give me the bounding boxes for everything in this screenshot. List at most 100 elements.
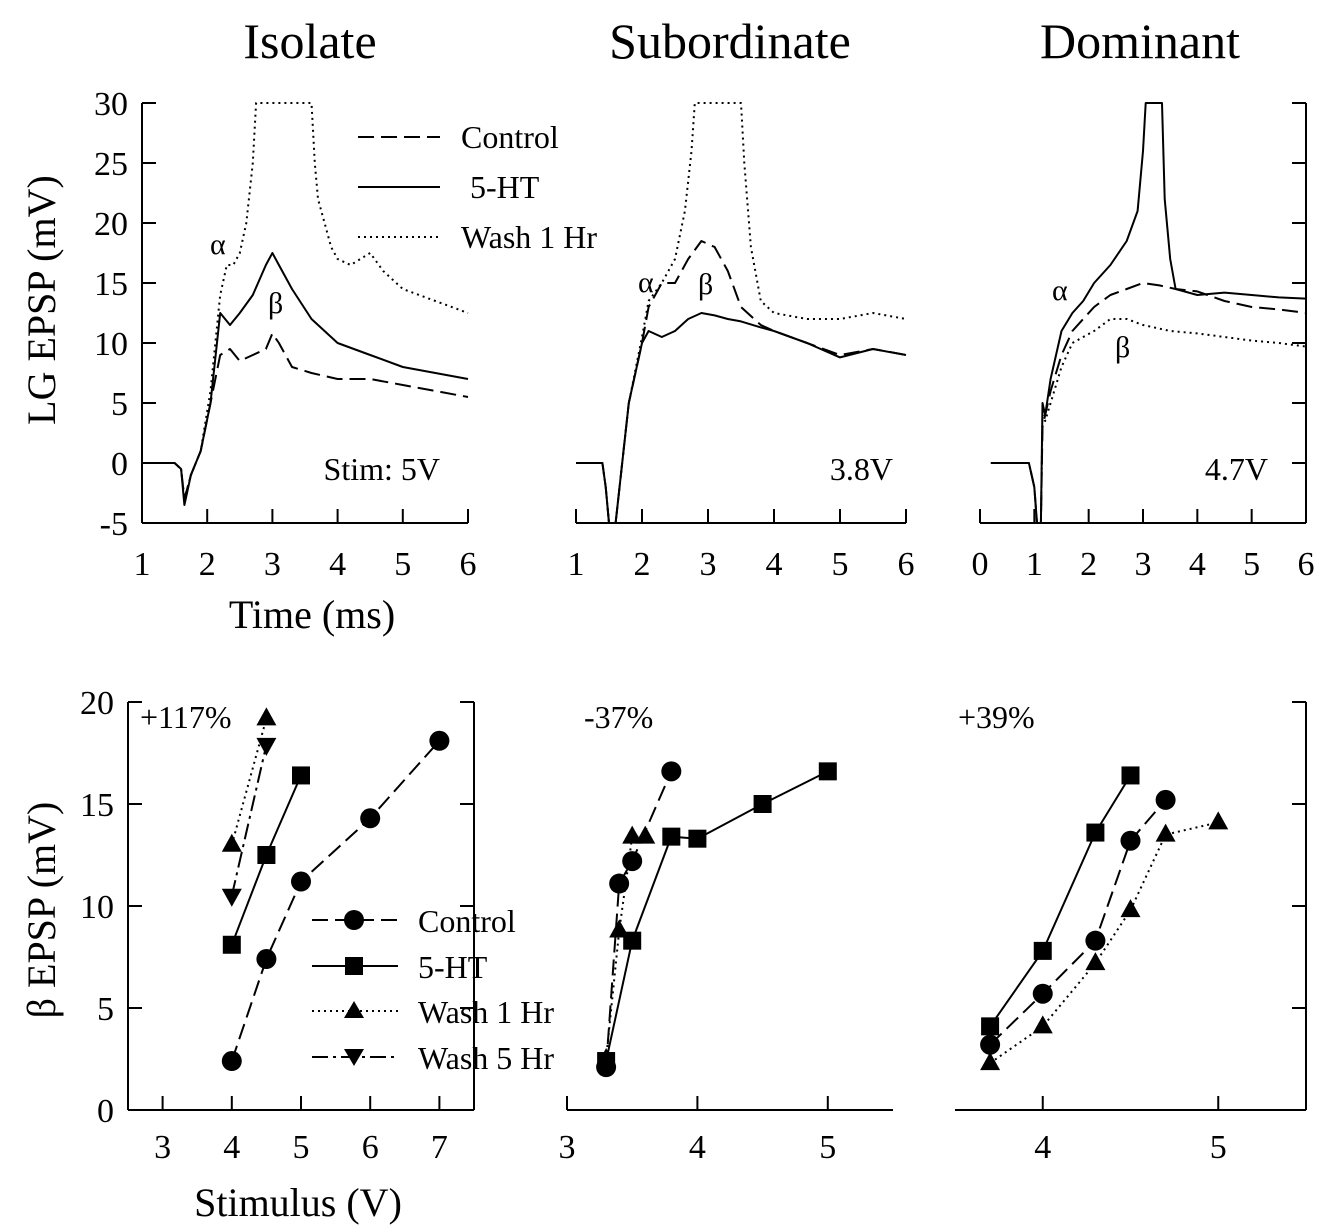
isolate-io-x-tick-label: 5 (293, 1129, 310, 1166)
isolate-trace-x-tick-label: 4 (329, 546, 346, 583)
bottom-legend: Control 5-HT Wash 1 Hr Wash 5 Hr (312, 903, 554, 1076)
subordinate-io-series-wash-1-hr-point (635, 825, 656, 844)
isolate-trace-y-tick-label: 20 (94, 206, 128, 243)
isolate-io-series-control-line (230, 740, 441, 1062)
dominant-io-series-5-ht-point (1033, 941, 1052, 960)
dominant-io-series-5-ht-point (1086, 823, 1105, 842)
dominant-io-series-5-ht-line (989, 774, 1132, 1027)
isolate-io-series-control-point (429, 730, 450, 751)
dominant-io-series-wash-1-hr-point (980, 1052, 1001, 1071)
dominant-io-series-5-ht-point (1121, 766, 1140, 785)
top-x-axis-label: Time (ms) (229, 592, 395, 637)
subordinate-io-series-control-point (609, 873, 630, 894)
top-legend: Control 5-HT Wash 1 Hr (358, 119, 597, 255)
subordinate-trace-x-tick-label: 5 (832, 546, 849, 583)
isolate-io-series-wash-1-hr-line (230, 718, 268, 846)
title-dominant: Dominant (1040, 13, 1240, 69)
isolate-io-series-wash-5-hr-point (256, 737, 277, 756)
isolate-io-y-tick-label: 15 (80, 787, 114, 824)
dominant-io-series-wash-1-hr-point (1155, 823, 1176, 842)
dominant-io-series-control-point (1085, 930, 1106, 951)
top-legend-label-5ht: 5-HT (470, 169, 540, 205)
dominant-io-series-wash-1-hr-point (1032, 1015, 1053, 1034)
subordinate-io-series-5-ht-point (688, 829, 707, 848)
isolate-io-y-tick-label: 10 (80, 889, 114, 926)
subordinate-io-x-tick-label: 3 (559, 1129, 576, 1166)
dominant-io-series-wash-1-hr-point (1208, 811, 1229, 830)
subordinate-io-panel: 3 4 5 (559, 761, 893, 1166)
bottom-legend-marker-wash5 (344, 1049, 364, 1066)
isolate-trace-series-wash-1-hr-line (142, 102, 469, 500)
subordinate-trace-x-tick-label: 3 (700, 546, 717, 583)
subordinate-trace-series-wash-1-hr-line (576, 102, 907, 524)
percent-label-dominant: +39% (958, 699, 1035, 735)
title-isolate: Isolate (243, 13, 376, 69)
isolate-io-y-tick-label: 0 (97, 1093, 114, 1130)
dominant-trace-x-tick-label: 3 (1135, 546, 1152, 583)
isolate-trace-y-tick-label: 25 (94, 146, 128, 183)
subordinate-trace-series-5-ht-line (576, 312, 907, 524)
bottom-y-axis-label: β EPSP (mV) (19, 802, 64, 1019)
isolate-trace-panel: 1 2 3 4 5 6 -5 0 5 10 15 20 25 30 (94, 86, 477, 583)
isolate-trace-y-tick-label: 10 (94, 326, 128, 363)
isolate-io-series-5-ht-point (222, 935, 241, 954)
dominant-io-series-control-point (1120, 830, 1141, 851)
subordinate-trace-x-tick-label: 1 (568, 546, 585, 583)
bottom-x-axis-label: Stimulus (V) (194, 1180, 402, 1225)
subordinate-io-series-wash-1-hr-point (596, 1048, 617, 1066)
bottom-legend-marker-5ht (345, 957, 363, 975)
isolate-io-series-control-point (221, 1051, 242, 1072)
isolate-io-series-control-point (291, 871, 311, 892)
subordinate-io-x-tick-label: 5 (819, 1129, 836, 1166)
dominant-trace-series-control-line (990, 282, 1307, 524)
isolate-io-series-wash-5-hr-line (230, 744, 268, 897)
percent-label-subordinate: -37% (584, 699, 653, 735)
subordinate-io-series-5-ht-point (818, 762, 837, 781)
isolate-io-series-wash-1-hr-point (256, 707, 277, 726)
top-legend-label-wash1: Wash 1 Hr (461, 219, 597, 255)
isolate-io-x-tick-label: 4 (223, 1129, 240, 1166)
isolate-trace-y-tick-label: 15 (94, 266, 128, 303)
dominant-trace-x-tick-label: 2 (1080, 546, 1097, 583)
subordinate-io-series-control-line (605, 771, 673, 1068)
stim-label-dominant: 4.7V (1205, 451, 1268, 487)
beta-label-subordinate: β (698, 268, 713, 301)
isolate-trace-y-tick-label: 0 (111, 446, 128, 483)
isolate-io-series-5-ht-point (257, 846, 276, 864)
isolate-io-series-control-point (256, 949, 277, 970)
alpha-label-subordinate: α (638, 266, 654, 299)
dominant-io-x-tick-label: 4 (1034, 1129, 1051, 1166)
isolate-trace-y-tick-label: 5 (111, 386, 128, 423)
isolate-trace-x-tick-label: 3 (264, 546, 281, 583)
dominant-trace-x-tick-label: 6 (1298, 546, 1315, 583)
subordinate-io-series-wash-1-hr-point (622, 825, 643, 844)
isolate-trace-series-5-ht-line (142, 252, 469, 506)
isolate-io-x-tick-label: 6 (362, 1129, 379, 1166)
isolate-io-x-tick-label: 7 (431, 1129, 448, 1166)
dominant-trace-series-5-ht-line (990, 102, 1307, 524)
dominant-trace-x-tick-label: 0 (972, 546, 989, 583)
dominant-trace-x-tick-label: 1 (1026, 546, 1043, 583)
isolate-io-series-5-ht-point (292, 766, 310, 785)
subordinate-trace-x-tick-label: 2 (634, 546, 651, 583)
isolate-trace-x-tick-label: 2 (199, 546, 216, 583)
dominant-io-series-control-point (1155, 789, 1176, 810)
isolate-io-series-wash-5-hr-point (221, 888, 242, 907)
isolate-trace-y-tick-label: 30 (94, 86, 128, 123)
dominant-trace-x-tick-label: 4 (1189, 546, 1206, 583)
subordinate-io-series-5-ht-point (662, 827, 681, 846)
percent-label-isolate: +117% (140, 699, 232, 735)
isolate-io-panel: 3 4 5 6 7 0 5 10 15 20 (80, 685, 475, 1166)
bottom-legend-label-wash1: Wash 1 Hr (418, 994, 554, 1030)
isolate-io-y-tick-label: 5 (97, 991, 114, 1028)
isolate-trace-x-tick-label: 1 (134, 546, 151, 583)
subordinate-io-series-5-ht-point (753, 795, 772, 813)
stim-label-isolate: Stim: 5V (324, 451, 440, 487)
bottom-legend-label-5ht: 5-HT (418, 949, 488, 985)
isolate-io-x-tick-label: 3 (154, 1129, 171, 1166)
bottom-legend-marker-control (344, 910, 364, 930)
subordinate-io-series-wash-1-hr-point (609, 919, 630, 938)
subordinate-io-series-control-point (661, 761, 682, 782)
